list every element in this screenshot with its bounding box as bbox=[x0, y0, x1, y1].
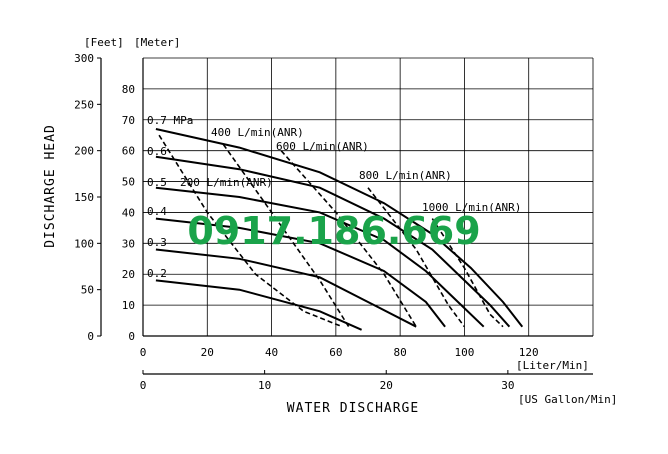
x-lpm-tick-label: 20 bbox=[201, 346, 214, 359]
flow-label: 400 L/min(ANR) bbox=[211, 126, 304, 139]
y-meter-tick-label: 40 bbox=[122, 206, 135, 219]
x-axis-title: WATER DISCHARGE bbox=[287, 401, 419, 416]
watermark: 0917.186.669 bbox=[187, 209, 480, 253]
pressure-label: 0.5 bbox=[147, 176, 167, 189]
pressure-curves bbox=[155, 128, 524, 331]
y-meter-tick-label: 70 bbox=[122, 114, 135, 127]
x-top-unit: [Liter/Min] bbox=[516, 359, 589, 372]
pressure-curve bbox=[155, 155, 511, 328]
y-feet-tick-label: 200 bbox=[74, 145, 94, 158]
pressure-curve bbox=[155, 217, 446, 328]
y-feet-tick-label: 300 bbox=[74, 52, 94, 65]
x-gallon-tick-label: 10 bbox=[258, 379, 271, 392]
y-meter-tick-label: 50 bbox=[122, 176, 135, 189]
x-lpm-tick-label: 80 bbox=[394, 346, 407, 359]
flow-label: 600 L/min(ANR) bbox=[276, 140, 369, 153]
pressure-label: 0.6 bbox=[147, 145, 167, 158]
flow-curve bbox=[367, 187, 466, 328]
y-feet-tick-label: 50 bbox=[81, 284, 94, 297]
pressure-label: 0.2 bbox=[147, 267, 167, 280]
x-bottom-unit: [US Gallon/Min] bbox=[518, 393, 617, 406]
x-gallon-tick-label: 20 bbox=[380, 379, 393, 392]
pressure-curve bbox=[155, 248, 417, 328]
flow-curve bbox=[280, 150, 417, 328]
flow-curves bbox=[158, 134, 504, 328]
y-feet-tick-label: 100 bbox=[74, 237, 94, 250]
x-gallon-tick-label: 30 bbox=[501, 379, 514, 392]
y-meter-tick-label: 20 bbox=[122, 268, 135, 281]
y-feet-tick-label: 150 bbox=[74, 191, 94, 204]
curve-labels: 0.7 MPa 0.6 0.5 0.4 0.3 0.2 400 L/min(ANR)600 … bbox=[147, 114, 521, 280]
x-lpm-tick-label: 40 bbox=[265, 346, 278, 359]
y-meter-tick-label: 30 bbox=[122, 237, 135, 250]
y-left-unit: [Feet] bbox=[84, 36, 124, 49]
flow-label: 800 L/min(ANR) bbox=[359, 169, 452, 182]
pressure-label: 0.4 bbox=[147, 205, 167, 218]
y-feet-tick-label: 250 bbox=[74, 98, 94, 111]
y-axis-title: DISCHARGE HEAD bbox=[43, 124, 58, 248]
y-right-unit: [Meter] bbox=[134, 36, 180, 49]
pressure-curve bbox=[155, 128, 524, 328]
x-lpm-tick-label: 120 bbox=[519, 346, 539, 359]
flow-curve bbox=[431, 218, 504, 328]
y-meter-tick-label: 60 bbox=[122, 145, 135, 158]
flow-label: 200 L/min(ANR) bbox=[180, 176, 273, 189]
y-meter-tick-label: 0 bbox=[128, 330, 135, 343]
flow-label: 1000 L/min(ANR) bbox=[422, 201, 521, 214]
y-meter-tick-label: 80 bbox=[122, 83, 135, 96]
pressure-label: 0.7 MPa bbox=[147, 114, 193, 127]
flow-curve bbox=[222, 144, 350, 328]
x-gallon-tick-label: 0 bbox=[140, 379, 147, 392]
pressure-curve bbox=[155, 186, 485, 328]
x-lpm-tick-label: 60 bbox=[329, 346, 342, 359]
y-feet-tick-label: 0 bbox=[87, 330, 94, 343]
grid bbox=[143, 57, 594, 336]
flow-curve bbox=[158, 134, 343, 328]
y-meter-tick-label: 10 bbox=[122, 299, 135, 312]
pressure-curve bbox=[155, 279, 363, 331]
pressure-label: 0.3 bbox=[147, 236, 167, 249]
x-lpm-tick-label: 0 bbox=[140, 346, 147, 359]
x-lpm-tick-label: 100 bbox=[454, 346, 474, 359]
